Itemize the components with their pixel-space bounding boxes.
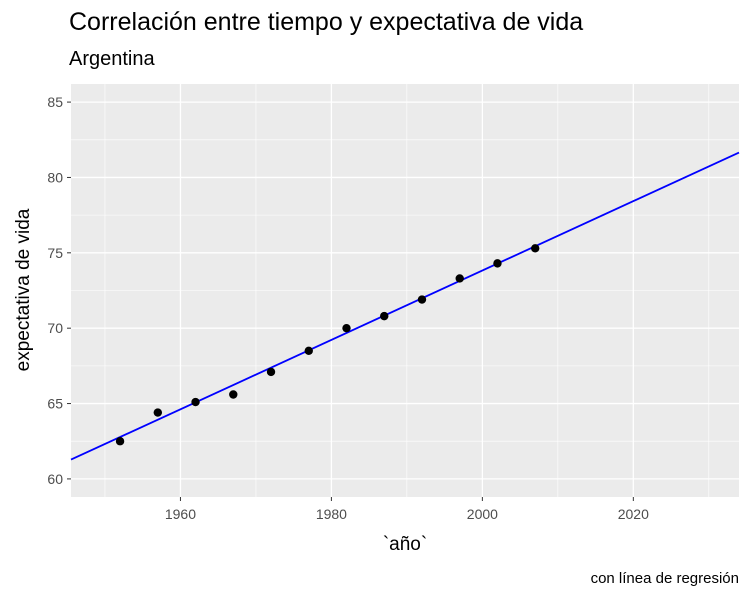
x-tick-label: 2000 [467,506,498,522]
y-axis-title: expectativa de vida [13,208,34,371]
data-point [153,408,163,417]
points-layer [115,244,540,446]
regression-line [70,151,740,461]
minor-gridlines [71,84,739,497]
x-axis-title: `año` [383,534,427,555]
data-point [455,274,464,283]
data-point [229,390,238,399]
y-tick-label: 85 [47,94,63,110]
chart-title: Correlación entre tiempo y expectativa d… [69,8,583,36]
data-point [380,311,389,321]
major-gridlines [71,84,739,497]
y-tick-label: 80 [47,169,63,185]
y-tick-label: 60 [47,471,63,487]
data-point [531,244,540,253]
chart-caption: con línea de regresión [591,570,739,587]
x-tick-label: 2020 [618,506,649,522]
y-tick-label: 70 [47,320,63,336]
data-point [115,437,125,446]
data-point [342,323,351,333]
data-point [417,295,427,304]
x-tick-label: 1980 [316,506,347,522]
x-tick-label: 1960 [165,506,196,522]
data-point [191,397,200,407]
data-point [266,367,276,377]
data-point [493,259,502,268]
x-axis: 1960 1980 2000 2020 [165,497,649,522]
chart-subtitle: Argentina [69,48,155,70]
data-point [304,346,313,355]
regression-layer [70,151,740,461]
y-tick-label: 65 [47,396,63,412]
y-tick-label: 75 [47,245,63,261]
y-axis: 60 65 70 75 80 85 [47,94,71,487]
